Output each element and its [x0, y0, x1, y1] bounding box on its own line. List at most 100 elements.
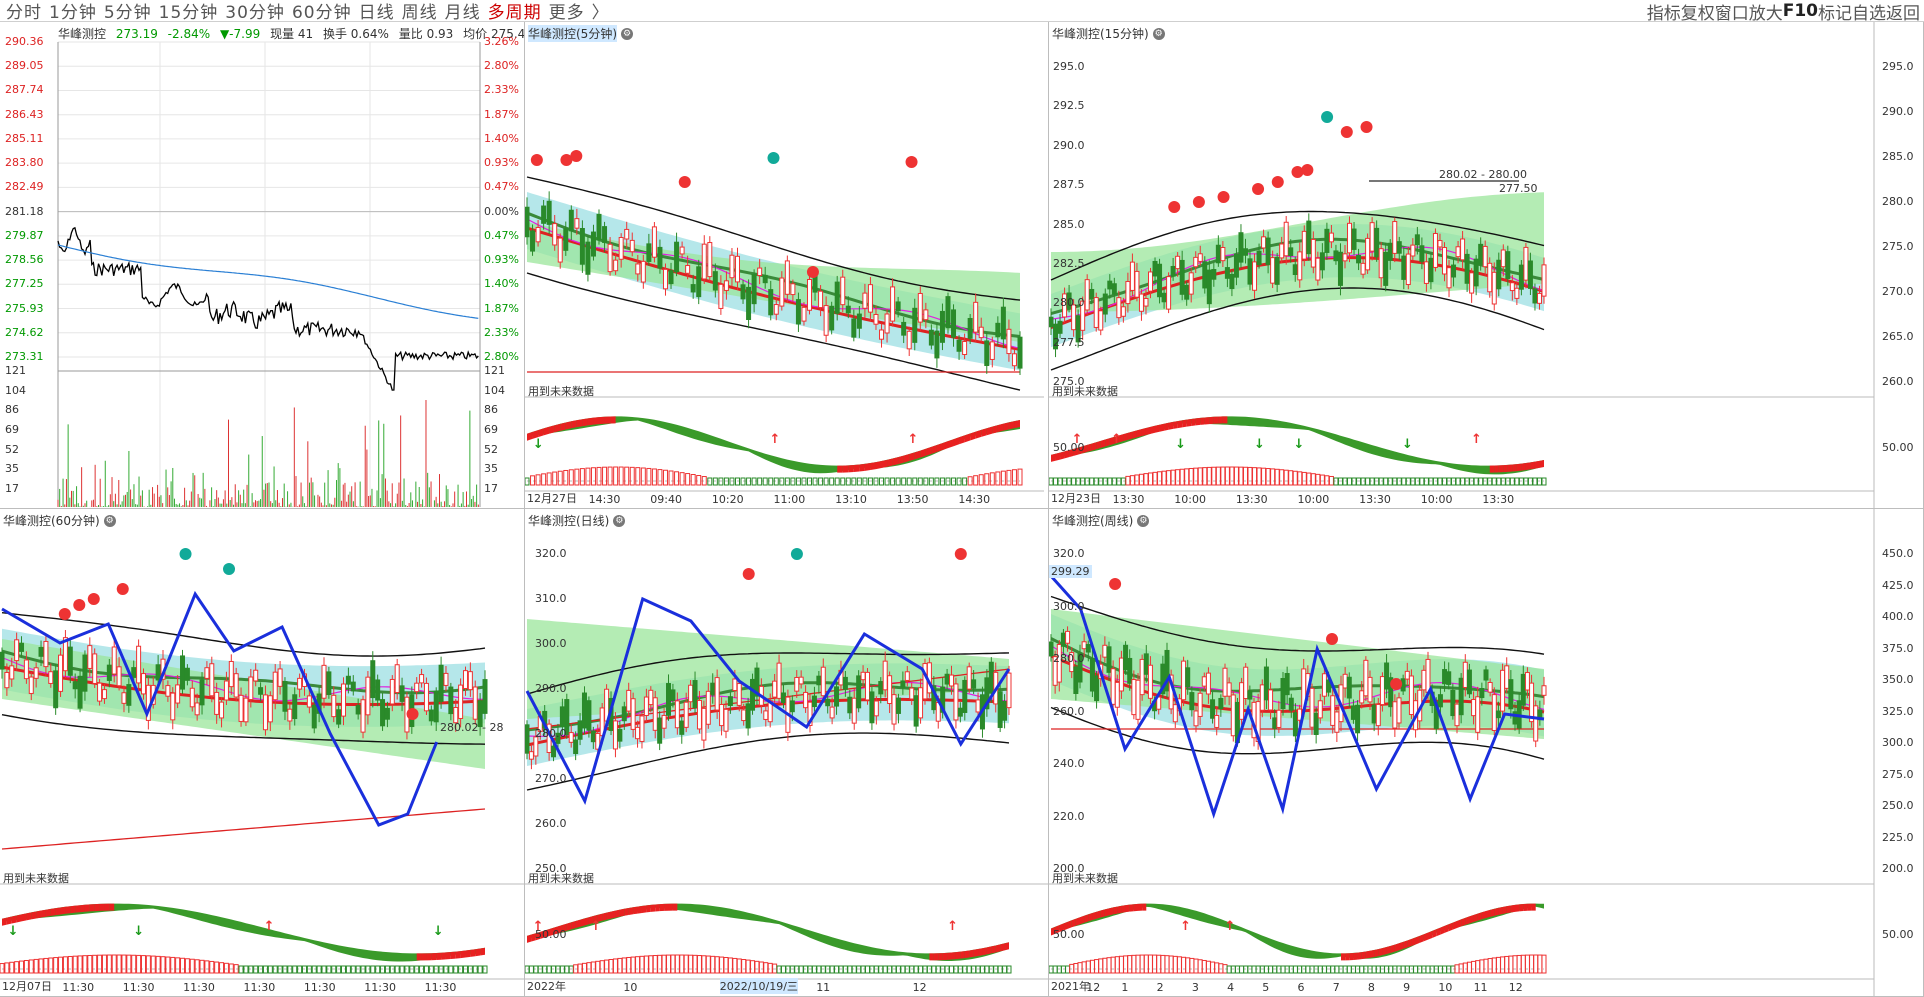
- histogram-bar: [1197, 959, 1203, 974]
- candle-body: [53, 670, 59, 709]
- histogram-bar: [1283, 469, 1289, 486]
- x-axis-label: 10: [623, 981, 638, 994]
- candle-body: [1226, 682, 1232, 697]
- price-tick: 277.25: [5, 277, 44, 291]
- timeframe-tab-9[interactable]: 多周期: [487, 3, 542, 23]
- panel-weekly[interactable]: ↑ ↑ 华峰测控(周线) ⚙ 用到未来数据 2021年 12 1 2 3 4 5 6 7 8 9 10 11 12 3…: [1049, 509, 1924, 997]
- pct-tick: 0.93%: [484, 253, 519, 267]
- wave-segment: [646, 904, 651, 913]
- wave-segment: [80, 904, 85, 913]
- pct-tick: 0.47%: [484, 180, 519, 194]
- tool-7[interactable]: 返回: [1886, 3, 1920, 24]
- wave-segment: [942, 441, 948, 451]
- more-arrow-icon[interactable]: 〉: [591, 3, 610, 23]
- x-axis-label: 11:30: [183, 981, 215, 994]
- panel-title-text: 华峰测控(60分钟): [3, 514, 100, 528]
- candle-body: [917, 292, 923, 323]
- timeframe-tab-1[interactable]: 1分钟: [49, 3, 97, 23]
- candle-body: [321, 664, 327, 699]
- timeframe-tab-5[interactable]: 60分钟: [291, 3, 352, 23]
- candle-body: [1428, 257, 1434, 283]
- candle-body: [555, 732, 561, 744]
- candle-body: [1283, 221, 1289, 257]
- candle-body: [1053, 323, 1059, 350]
- tool-0[interactable]: 指标: [1646, 3, 1681, 24]
- candle-body: [745, 703, 751, 729]
- intraday-panel[interactable]: 华峰测控 273.19 -2.84% ▼-7.99 现量 41 换手 0.64%…: [0, 22, 525, 509]
- panel-15min[interactable]: ↑ ↑ ↓ ↓ ↓ ↓ ↑ 华峰测控(15分钟) ⚙ 用到未来数据 12月23日 13:30 10:00…: [1049, 22, 1924, 509]
- x-axis-label: 1: [1121, 981, 1129, 994]
- candle-body: [19, 642, 25, 652]
- candle-body: [559, 706, 565, 728]
- candle-body: [23, 659, 29, 680]
- candle-body: [772, 680, 778, 698]
- signal-coin-icon: [1271, 176, 1284, 188]
- y-tick: 260.0: [1053, 704, 1085, 718]
- signal-coin-icon: [406, 708, 419, 720]
- histogram-bar: [214, 961, 220, 974]
- candle-body: [1089, 288, 1095, 300]
- candle-body: [87, 645, 93, 669]
- settings-gear-icon[interactable]: ⚙: [103, 514, 116, 527]
- panel-5min[interactable]: ↓ ↑ ↑ 华峰测控(5分钟) ⚙ 用到未来数据 12月27日 14:30 09:40 10:20…: [525, 22, 1049, 509]
- panel-60min[interactable]: ↓ ↓ ↑ ↓ 华峰测控(60分钟) ⚙ 用到未来数据 12月07日 11:30 11:30 11:…: [0, 509, 525, 997]
- candle-body: [472, 686, 478, 720]
- histogram-bar: [674, 471, 680, 486]
- candle-body: [350, 681, 356, 692]
- timeframe-tab-2[interactable]: 5分钟: [103, 3, 152, 23]
- price-tick: 289.05: [5, 59, 44, 73]
- tool-2[interactable]: 窗口: [1714, 3, 1749, 24]
- candle-body: [1179, 259, 1185, 295]
- x-axis-label: 13:10: [835, 493, 867, 506]
- y-tick: 320.0: [535, 547, 567, 560]
- settings-gear-icon[interactable]: ⚙: [613, 514, 626, 527]
- wave-segment: [1345, 953, 1350, 961]
- timeframe-tab-8[interactable]: 月线: [444, 3, 481, 23]
- settings-gear-icon[interactable]: ⚙: [1137, 514, 1150, 527]
- wave-segment: [1490, 908, 1495, 917]
- tool-1[interactable]: 复权: [1680, 3, 1715, 24]
- histogram-bar: [1075, 477, 1081, 486]
- panel-daily[interactable]: ↑ ↑ ↑ 华峰测控(日线) ⚙ 用到未来数据 2022年 10 2022/10/19/三 11 1…: [525, 509, 1049, 997]
- timeframe-tab-6[interactable]: 日线: [358, 3, 395, 23]
- timeframe-tab-4[interactable]: 30分钟: [225, 3, 285, 23]
- candle-body: [1233, 253, 1239, 278]
- wave-segment: [527, 934, 532, 943]
- timeframe-tab-0[interactable]: 分时: [6, 3, 42, 23]
- settings-gear-icon[interactable]: ⚙: [1152, 27, 1165, 40]
- histogram-bar: [1239, 965, 1245, 974]
- down-arrow-icon: ↓: [1175, 437, 1186, 452]
- turnover: 换手 0.64%: [322, 27, 389, 41]
- wave-segment: [1051, 453, 1056, 462]
- wave-segment: [593, 417, 600, 425]
- histogram-bar: [1215, 466, 1221, 486]
- candle-body: [670, 689, 676, 702]
- histogram-bar: [72, 955, 78, 974]
- histogram-bar: [258, 965, 264, 974]
- timeframe-tab-3[interactable]: 15分钟: [158, 3, 219, 23]
- tool-5[interactable]: 标记: [1818, 3, 1852, 24]
- candle-body: [913, 695, 919, 727]
- candle-body: [613, 259, 619, 272]
- candle-body: [618, 237, 624, 260]
- tool-3[interactable]: 放大: [1748, 3, 1783, 24]
- histogram-bar: [1066, 477, 1072, 486]
- wave-segment: [931, 444, 937, 454]
- wave-segment: [566, 922, 572, 931]
- wave-segment: [55, 907, 61, 916]
- timeframe-tab-10[interactable]: 更多: [548, 3, 585, 23]
- candle-body: [1324, 228, 1330, 253]
- candle-body: [1134, 270, 1140, 298]
- timeframe-tab-7[interactable]: 周线: [401, 3, 438, 23]
- candle-body: [1071, 304, 1077, 331]
- tool-6[interactable]: 自选: [1852, 3, 1886, 24]
- histogram-bar: [705, 955, 711, 974]
- tool-4[interactable]: F10: [1782, 1, 1818, 21]
- candle-body: [14, 639, 20, 662]
- candle-body: [1520, 673, 1526, 706]
- histogram-bar: [1292, 470, 1298, 486]
- candle-body: [1442, 669, 1448, 685]
- wave-segment: [562, 923, 567, 933]
- wave-segment: [421, 953, 427, 961]
- settings-gear-icon[interactable]: ⚙: [621, 27, 633, 40]
